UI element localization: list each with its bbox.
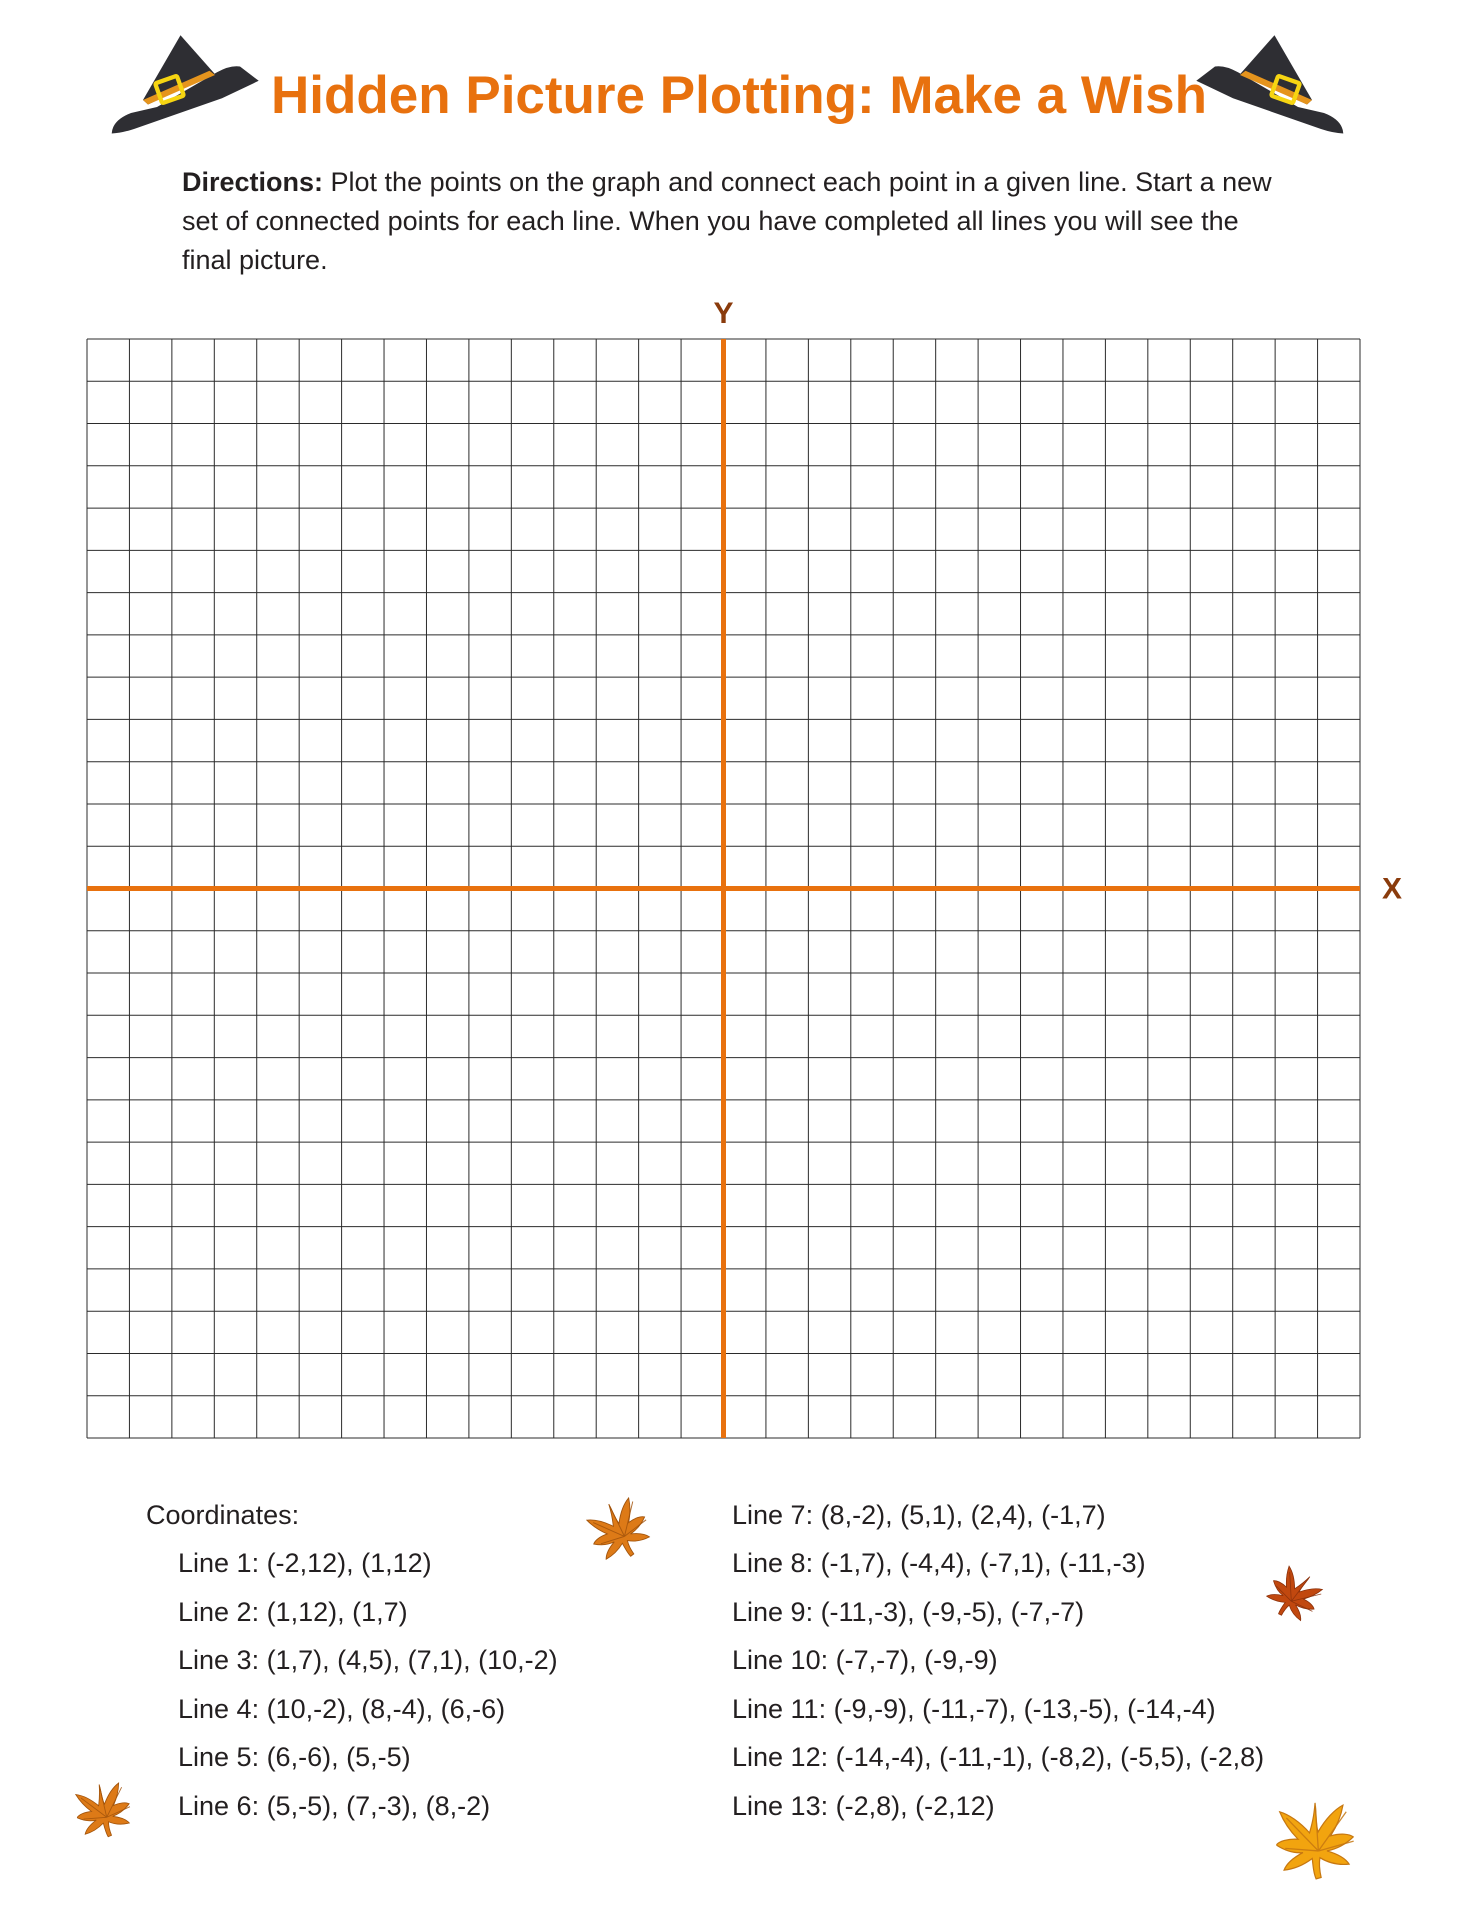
svg-text:Y: Y [713,297,733,330]
svg-text:X: X [1382,873,1402,906]
